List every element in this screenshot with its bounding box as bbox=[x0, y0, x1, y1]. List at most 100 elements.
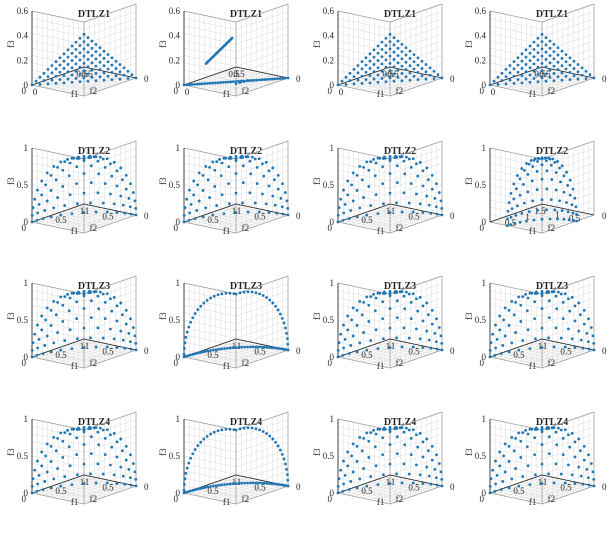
data-series bbox=[336, 32, 444, 87]
data-point bbox=[66, 48, 70, 52]
data-point bbox=[408, 64, 412, 68]
grid-line bbox=[68, 72, 121, 84]
data-point bbox=[265, 345, 269, 349]
f1-tick-label: 0.5 bbox=[55, 486, 67, 496]
grid-line bbox=[183, 184, 237, 197]
grid-line bbox=[531, 207, 584, 219]
data-point bbox=[276, 173, 280, 177]
box-edge bbox=[31, 147, 85, 160]
data-point bbox=[567, 433, 570, 437]
data-point bbox=[204, 206, 208, 210]
data-point bbox=[62, 59, 66, 63]
data-point bbox=[434, 476, 438, 480]
grid-line bbox=[183, 25, 237, 38]
grid-line bbox=[374, 480, 427, 492]
data-point bbox=[424, 70, 428, 74]
data-point bbox=[577, 329, 581, 333]
grid-line bbox=[83, 312, 137, 332]
grid-line bbox=[73, 207, 126, 219]
data-point bbox=[430, 187, 434, 191]
data-point bbox=[346, 314, 350, 318]
f1-tick-label: 0.5 bbox=[207, 486, 219, 496]
data-point bbox=[78, 36, 82, 40]
data-point bbox=[557, 290, 560, 294]
grid-line bbox=[384, 205, 437, 218]
data-point bbox=[552, 50, 556, 54]
data-point bbox=[124, 187, 128, 191]
data-point bbox=[42, 79, 46, 82]
data-point bbox=[250, 290, 254, 294]
data-point bbox=[257, 345, 261, 349]
f3-tick-label: 0 bbox=[482, 488, 487, 498]
data-point bbox=[214, 348, 218, 352]
grid-line bbox=[183, 312, 237, 324]
data-point bbox=[74, 77, 78, 80]
box-edge bbox=[183, 356, 237, 369]
data-point bbox=[119, 329, 123, 333]
data-point bbox=[98, 68, 102, 71]
data-point bbox=[580, 66, 584, 70]
axis-lines bbox=[31, 283, 137, 358]
data-point bbox=[582, 322, 586, 326]
data-point bbox=[579, 474, 583, 478]
data-series bbox=[336, 425, 444, 495]
data-point bbox=[577, 465, 581, 469]
box-edge bbox=[541, 349, 595, 369]
f2-origin-label: 0 bbox=[174, 494, 179, 504]
data-point bbox=[121, 313, 124, 317]
box-edge bbox=[389, 349, 443, 369]
data-point bbox=[368, 66, 372, 70]
grid-line bbox=[389, 148, 443, 167]
data-point bbox=[106, 60, 110, 64]
data-point bbox=[134, 213, 138, 217]
f3-axis-label: f3 bbox=[464, 448, 474, 456]
grid-line bbox=[37, 204, 90, 224]
box-edge bbox=[337, 84, 391, 97]
data-point bbox=[127, 331, 131, 335]
data-point bbox=[98, 75, 102, 79]
data-point bbox=[548, 54, 552, 57]
f2-tick-label: 1.5 bbox=[534, 206, 546, 216]
f1-tick-label: 1 bbox=[85, 477, 90, 487]
data-point bbox=[434, 205, 438, 209]
data-point bbox=[89, 291, 92, 294]
data-point bbox=[412, 74, 416, 78]
data-point bbox=[118, 70, 122, 74]
f1-tick-label: 0.5 bbox=[55, 215, 67, 225]
data-point bbox=[403, 443, 407, 447]
data-point bbox=[66, 70, 70, 74]
data-point bbox=[344, 75, 348, 79]
data-point bbox=[131, 191, 135, 194]
data-point bbox=[56, 331, 59, 334]
grid-line bbox=[183, 455, 237, 468]
data-point bbox=[559, 472, 563, 476]
data-point bbox=[349, 480, 353, 483]
data-point bbox=[109, 192, 112, 196]
f3-tick-label: 1 bbox=[24, 278, 29, 288]
data-point bbox=[96, 294, 100, 298]
data-point bbox=[213, 185, 217, 188]
grid-line bbox=[83, 170, 137, 189]
data-point bbox=[191, 452, 195, 456]
data-point bbox=[30, 220, 34, 224]
data-point bbox=[342, 459, 345, 463]
data-point bbox=[388, 155, 392, 158]
data-point bbox=[517, 295, 521, 299]
data-point bbox=[246, 79, 250, 82]
data-point bbox=[61, 168, 65, 172]
data-point bbox=[128, 340, 132, 344]
f2-origin-label: 0 bbox=[480, 223, 485, 233]
data-point bbox=[517, 431, 521, 435]
data-point bbox=[396, 61, 400, 65]
axis-lines bbox=[183, 148, 289, 223]
data-point bbox=[234, 482, 238, 485]
data-point bbox=[585, 467, 589, 471]
f1-axis-line bbox=[541, 66, 595, 79]
grid-line bbox=[337, 426, 391, 438]
data-point bbox=[382, 292, 385, 295]
data-point bbox=[567, 463, 570, 467]
data-point bbox=[228, 346, 232, 350]
data-point bbox=[392, 58, 396, 61]
data-point bbox=[355, 173, 359, 177]
data-point bbox=[524, 77, 528, 81]
